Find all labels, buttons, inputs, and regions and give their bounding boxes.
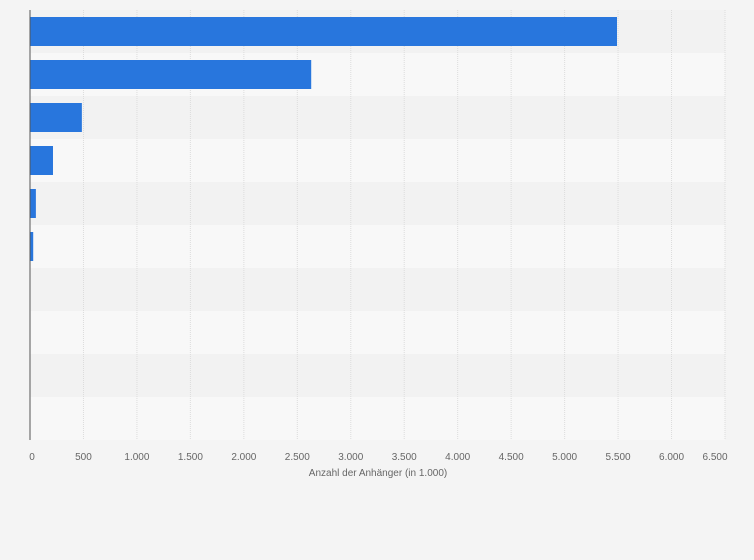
- x-axis-title: Anzahl der Anhänger (in 1.000): [309, 468, 447, 479]
- row-band: [30, 354, 725, 397]
- x-tick-label: 4.000: [445, 452, 470, 463]
- x-tick-label: 2.000: [231, 452, 256, 463]
- row-band: [30, 311, 725, 354]
- bar: [30, 103, 82, 132]
- x-tick-label: 500: [75, 452, 92, 463]
- bars: [30, 17, 618, 261]
- row-bands: [30, 10, 725, 440]
- x-tick-label: 6.500: [702, 452, 727, 463]
- row-band: [30, 182, 725, 225]
- bar: [30, 232, 34, 261]
- row-band: [30, 96, 725, 139]
- row-band: [30, 397, 725, 440]
- x-tick-label: 4.500: [499, 452, 524, 463]
- bar: [30, 60, 312, 89]
- x-tick-label: 5.000: [552, 452, 577, 463]
- x-tick-label: 3.000: [338, 452, 363, 463]
- gridlines: [82, 10, 726, 440]
- bar: [30, 17, 618, 46]
- x-tick-label: 1.000: [124, 452, 149, 463]
- x-tick-label: 3.500: [392, 452, 417, 463]
- row-band: [30, 268, 725, 311]
- x-tick-label: 5.500: [606, 452, 631, 463]
- bar: [30, 146, 53, 175]
- x-tick-label: 6.000: [659, 452, 684, 463]
- x-tick-labels: 0 500 1.000 1.500 2.000 2.500 3.000 3.500 4.000 4…: [29, 452, 728, 463]
- bar: [30, 189, 36, 218]
- x-tick-label: 2.500: [285, 452, 310, 463]
- row-band: [30, 139, 725, 182]
- x-tick-label: 0: [29, 452, 35, 463]
- row-band: [30, 225, 725, 268]
- x-tick-label: 1.500: [178, 452, 203, 463]
